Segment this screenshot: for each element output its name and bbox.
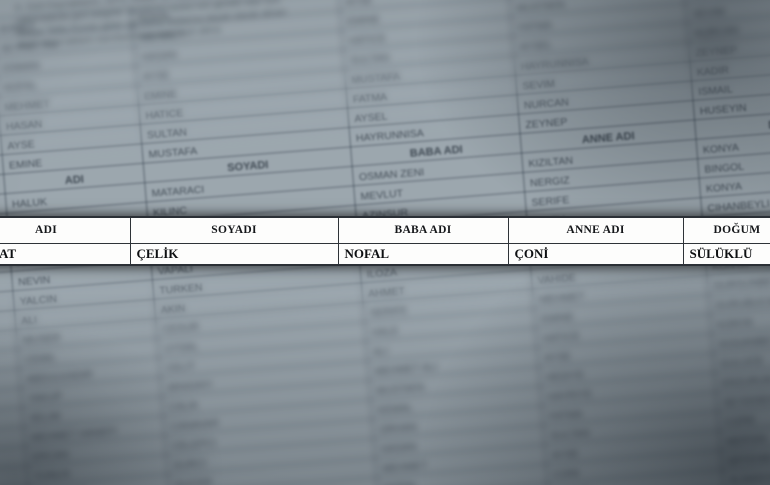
svg-text:ALI: ALI [372, 345, 389, 358]
svg-text:CONI: CONI [553, 467, 580, 481]
svg-text:SELIM: SELIM [28, 410, 60, 424]
svg-text:AKIN: AKIN [160, 302, 185, 316]
svg-text:AYSE: AYSE [7, 138, 35, 152]
svg-text:CEMIL: CEMIL [24, 352, 57, 366]
svg-text:NEVIN: NEVIN [18, 274, 51, 288]
svg-text:KADIR: KADIR [696, 64, 729, 79]
svg-text:AYSE: AYSE [543, 350, 571, 364]
svg-text:ALI: ALI [21, 314, 38, 327]
svg-text:HALE: HALE [371, 325, 399, 339]
svg-text:SEVIM: SEVIM [522, 78, 556, 93]
svg-text:AYSE: AYSE [551, 448, 579, 462]
svg-text:ADI: ADI [64, 173, 84, 186]
svg-text:CELIT: CELIT [165, 360, 196, 374]
svg-text:ILOZA: ILOZA [366, 266, 397, 280]
svg-text:CALIK: CALIK [168, 399, 199, 413]
svg-text:AYSE: AYSE [142, 69, 170, 83]
svg-text:CIZRE: CIZRE [724, 414, 756, 428]
svg-text:SEVIM: SEVIM [692, 6, 726, 21]
